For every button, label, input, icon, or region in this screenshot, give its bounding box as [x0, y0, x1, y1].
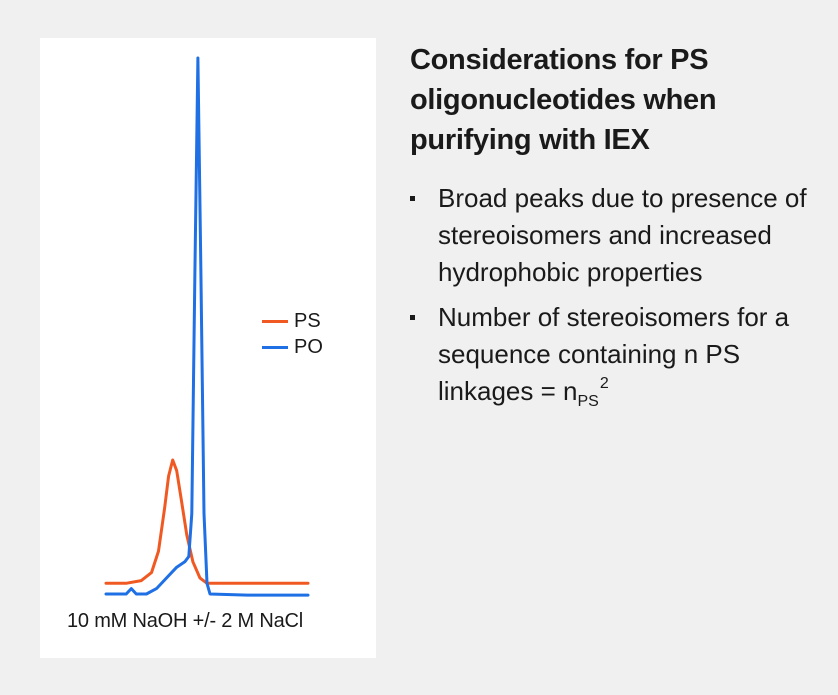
chart-panel: PS PO 10 mM NaOH +/- 2 M NaCl — [40, 38, 376, 658]
series-line-po — [104, 56, 310, 597]
bullet-list: Broad peaks due to presence of stereoiso… — [410, 180, 820, 422]
superscript-2: 2 — [599, 375, 609, 392]
legend-swatch-po — [262, 345, 288, 349]
legend-item-ps: PS — [262, 308, 323, 334]
bullet-item-1: Broad peaks due to presence of stereoiso… — [410, 180, 820, 291]
legend-item-po: PO — [262, 334, 323, 360]
legend-label-po: PO — [294, 336, 323, 358]
bullet-marker — [410, 315, 415, 320]
slide-heading: Considerations for PS oligonucleotides w… — [410, 44, 717, 156]
legend-label-ps: PS — [294, 310, 321, 332]
bullet-marker — [410, 196, 415, 201]
legend-swatch-ps — [262, 319, 288, 323]
series-line-ps — [104, 458, 310, 585]
x-axis-label: 10 mM NaOH +/- 2 M NaCl — [67, 610, 304, 632]
bullet-item-2: Number of stereoisomers for a sequence c… — [410, 299, 820, 414]
subscript-ps: PS — [577, 393, 599, 410]
bullet-text-2: Number of stereoisomers for a sequence c… — [438, 302, 790, 406]
chromatogram-plot — [104, 56, 310, 597]
bullet-text-1: Broad peaks due to presence of stereoiso… — [438, 183, 807, 287]
legend: PS PO — [262, 308, 323, 360]
